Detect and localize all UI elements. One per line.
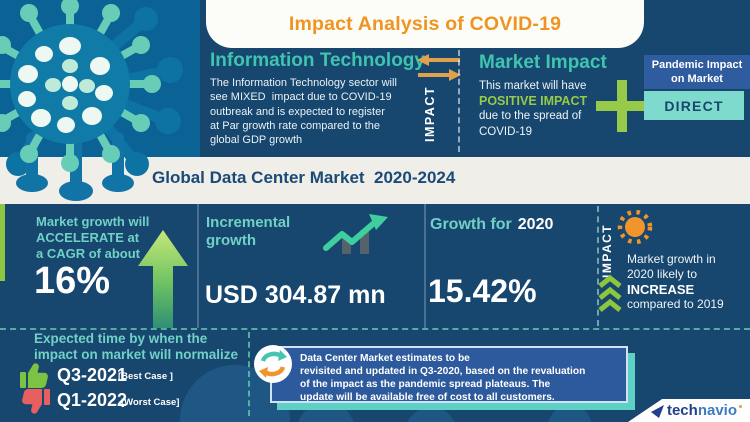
header-banner: Impact Analysis of COVID-19: [206, 0, 644, 48]
up-arrow-icon: [138, 230, 188, 328]
it-text-line: at Par growth rate compared to the: [210, 119, 380, 132]
panel-separator: [197, 204, 199, 328]
note-text-line: revisited and updated in Q3-2020, based …: [300, 366, 586, 377]
normalize-heading-line: Expected time by when the: [34, 331, 208, 346]
worst-case-value: Q1-2022: [57, 390, 128, 410]
cagr-label: Market growth will ACCELERATE at a CAGR …: [36, 214, 149, 262]
best-case-value: Q3-2021: [57, 365, 128, 385]
trend-up-icon: [323, 214, 388, 254]
it-text-line: outbreak and is expected to register: [210, 105, 385, 118]
normalize-heading: Expected time by when the impact on mark…: [34, 331, 238, 362]
thumbs-up-icon: [20, 363, 48, 388]
best-case-label: [Best Case ]: [118, 371, 173, 382]
direct-value: DIRECT: [664, 97, 724, 114]
increase-highlight: INCREASE: [627, 282, 695, 297]
refresh-icon-badge: [254, 345, 292, 383]
market-text-line: due to the spread of: [479, 110, 582, 123]
incremental-label-line: growth: [206, 232, 256, 249]
growth-2020-label: Growth for 2020: [430, 216, 553, 234]
brand-name-part1: tech: [666, 402, 698, 419]
coronavirus-illustration: [0, 0, 183, 201]
brand-ribbon: tech navio: [628, 399, 750, 422]
it-section-heading: Information Technology: [210, 50, 425, 71]
dashed-divider-vertical: [248, 332, 250, 416]
market-impact-heading: Market Impact: [479, 52, 607, 73]
growth-2020-value: 15.42%: [428, 273, 537, 309]
impact-text-line: compared to 2019: [627, 297, 724, 311]
direct-value-box: DIRECT: [644, 91, 744, 120]
report-title: Global Data Center Market 2020-2024: [152, 168, 456, 187]
page-title: Impact Analysis of COVID-19: [288, 12, 562, 35]
panel-separator: [424, 204, 426, 328]
decorative-circle: [405, 407, 457, 422]
impact-text-line: 2020 likely to: [627, 267, 698, 281]
market-impact-text: This market will have POSITIVE IMPACT du…: [479, 79, 587, 140]
brand-name-part2: navio: [697, 402, 737, 419]
positive-impact-highlight: POSITIVE IMPACT: [479, 94, 588, 109]
green-accent-strip: [0, 204, 5, 281]
incremental-growth-label: Incremental growth: [206, 214, 290, 250]
it-text-line: see MIXED impact due to COVID-19: [210, 91, 392, 104]
note-text-line: of the impact as the pandemic spread pla…: [300, 379, 551, 390]
chevrons-up-icon: [598, 274, 622, 312]
incremental-label-line: Incremental: [206, 214, 291, 231]
pandemic-label-line: on Market: [671, 72, 723, 85]
growth-label-year: 2020: [517, 216, 554, 233]
impact-vertical-label: IMPACT: [423, 86, 437, 142]
dashed-divider-horizontal: [0, 328, 750, 330]
impact-text-line: Market growth in: [627, 252, 716, 266]
note-text-line: Data Center Market estimates to be: [300, 353, 470, 364]
it-text-line: global GDP growth: [210, 134, 303, 147]
refresh-arrows-icon: [259, 350, 287, 378]
dashed-divider-vertical: [597, 206, 599, 326]
normalize-heading-line: impact on market will normalize: [34, 346, 239, 362]
it-section-text: The Information Technology sector will s…: [210, 76, 397, 147]
dashed-divider-vertical: [458, 50, 460, 152]
incremental-growth-value: USD 304.87 mn: [205, 281, 386, 309]
cagr-label-line: ACCELERATE at: [36, 230, 140, 245]
it-text-line: The Information Technology sector will: [210, 77, 397, 89]
cagr-label-line: a CAGR of about: [36, 246, 140, 261]
swap-arrows-icon: [417, 54, 461, 81]
technavio-arrow-icon: [650, 405, 664, 418]
cagr-label-line: Market growth will: [36, 214, 150, 229]
impact-note-text: Market growth in 2020 likely to INCREASE…: [627, 252, 724, 312]
pandemic-impact-box: Pandemic Impact on Market: [644, 55, 750, 89]
thumbs-down-icon: [22, 389, 50, 414]
growth-label-prefix: Growth for: [430, 216, 512, 233]
trademark-dot: [739, 404, 742, 408]
pandemic-label-line: Pandemic Impact: [651, 59, 743, 71]
update-note-box: Data Center Market estimates to be revis…: [270, 346, 628, 403]
plus-icon: [596, 80, 648, 132]
impact-vertical-label: IMPACT: [600, 223, 614, 278]
note-text-line: update will be available free of cost to…: [300, 392, 555, 403]
market-text-line: COVID-19: [479, 125, 533, 138]
market-text-line: This market will have: [479, 80, 587, 92]
worst-case-label: [Worst Case]: [121, 397, 180, 408]
cagr-value: 16%: [34, 260, 111, 302]
sun-icon: [617, 209, 653, 245]
